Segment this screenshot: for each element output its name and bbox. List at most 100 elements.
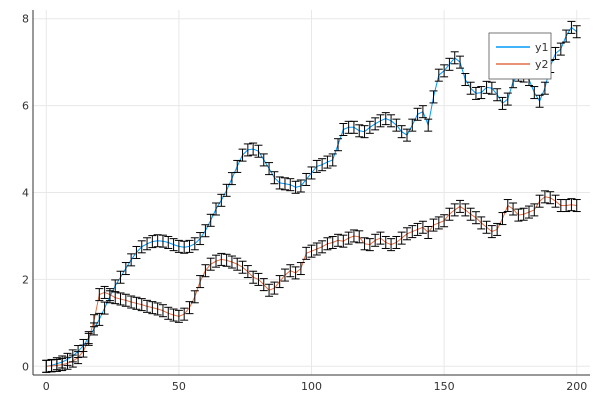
error-bar-y2 (90, 314, 99, 328)
error-bar-y2 (535, 194, 544, 208)
error-bar-y1 (540, 81, 549, 95)
error-bar-y1 (562, 29, 571, 43)
error-bar-y1 (334, 138, 343, 152)
error-bar-y1 (365, 120, 374, 134)
error-bar-y1 (387, 114, 396, 128)
error-bar-y2 (402, 227, 411, 241)
error-bar-y2 (201, 264, 210, 278)
error-bar-y1 (132, 245, 141, 259)
error-bar-y2 (551, 194, 560, 208)
y-tick-label: 2 (22, 273, 29, 286)
error-bar-y1 (487, 81, 496, 95)
error-bar-y2 (169, 308, 178, 322)
error-bar-y2 (482, 220, 491, 234)
error-bar-y2 (265, 283, 274, 297)
error-bar-y1 (196, 232, 205, 246)
error-bar-y1 (567, 20, 576, 34)
error-bar-y1 (371, 117, 380, 131)
error-bar-y1 (360, 125, 369, 139)
error-bar-y2 (450, 203, 459, 217)
error-bar-y1 (95, 312, 104, 326)
error-bar-y2 (238, 260, 247, 274)
error-bar-y2 (318, 240, 327, 254)
error-bar-y1 (254, 144, 263, 158)
error-bar-y1 (286, 178, 295, 192)
error-bar-y2 (222, 253, 231, 267)
error-bar-y2 (349, 229, 358, 243)
grid (33, 10, 590, 375)
error-bar-y2 (365, 238, 374, 252)
error-bar-y1 (137, 240, 146, 254)
error-bar-y2 (259, 278, 268, 292)
error-bar-y1 (440, 64, 449, 78)
error-bar-y1 (280, 177, 289, 191)
error-bar-y2 (503, 199, 512, 213)
error-bar-y2 (74, 351, 83, 365)
error-bar-y1 (424, 118, 433, 132)
error-bar-y2 (567, 198, 576, 212)
error-bar-y2 (397, 231, 406, 245)
error-bar-y1 (238, 148, 247, 162)
error-bar-y1 (381, 112, 390, 126)
error-bar-y1 (466, 81, 475, 95)
error-bar-y2 (95, 288, 104, 302)
error-bar-y1 (339, 122, 348, 136)
y-tick-label: 8 (22, 13, 29, 26)
error-bar-y2 (52, 358, 61, 372)
error-bar-y1 (349, 120, 358, 134)
error-bar-y2 (291, 266, 300, 280)
error-bar-y2 (100, 285, 109, 299)
error-bar-y2 (562, 199, 571, 213)
error-bar-y1 (265, 162, 274, 176)
error-bar-y2 (429, 218, 438, 232)
error-bar-y1 (402, 128, 411, 142)
error-bar-y2 (440, 214, 449, 228)
error-bar-y2 (387, 238, 396, 252)
error-bar-y1 (158, 234, 167, 248)
error-bar-y1 (408, 118, 417, 132)
x-tick-label: 100 (301, 380, 322, 393)
error-bar-y1 (503, 92, 512, 106)
error-bar-y1 (572, 25, 581, 39)
error-bar-y1 (243, 143, 252, 157)
error-bar-y2 (249, 270, 258, 284)
error-bar-y1 (169, 238, 178, 252)
y-tick-label: 6 (22, 100, 29, 113)
error-bar-y2 (164, 306, 173, 320)
error-bar-y1 (498, 96, 507, 110)
error-bar-y2 (355, 230, 364, 244)
legend-box (488, 32, 552, 80)
x-tick-label: 0 (43, 380, 50, 393)
error-bar-y1 (270, 171, 279, 185)
error-bar-y2 (572, 199, 581, 213)
error-bar-y1 (233, 159, 242, 173)
error-bar-y2 (493, 222, 502, 236)
error-bar-y2 (116, 292, 125, 306)
error-bar-y1 (461, 73, 470, 87)
x-tick-label: 150 (434, 380, 455, 393)
error-bar-y2 (498, 212, 507, 226)
error-bar-y1 (413, 107, 422, 121)
axes (32, 10, 590, 376)
error-bar-y2 (185, 301, 194, 315)
error-bar-y2 (381, 235, 390, 249)
error-bar-y2 (148, 301, 157, 315)
error-bar-y2 (392, 235, 401, 249)
error-bar-y2 (58, 358, 67, 372)
error-bar-y2 (509, 202, 518, 216)
error-bar-y1 (100, 301, 109, 315)
error-bar-y2 (360, 237, 369, 251)
error-bar-y1 (471, 86, 480, 100)
error-bar-y1 (174, 239, 183, 253)
error-bar-y1 (143, 237, 152, 251)
error-bar-y1 (164, 235, 173, 249)
error-bar-y1 (307, 166, 316, 180)
error-bar-y1 (397, 125, 406, 139)
error-bar-y2 (530, 203, 539, 217)
error-bar-y2 (127, 295, 136, 309)
error-bar-y2 (344, 231, 353, 245)
error-bar-y2 (445, 207, 454, 221)
error-bar-y1 (275, 176, 284, 190)
error-bar-y2 (233, 257, 242, 271)
